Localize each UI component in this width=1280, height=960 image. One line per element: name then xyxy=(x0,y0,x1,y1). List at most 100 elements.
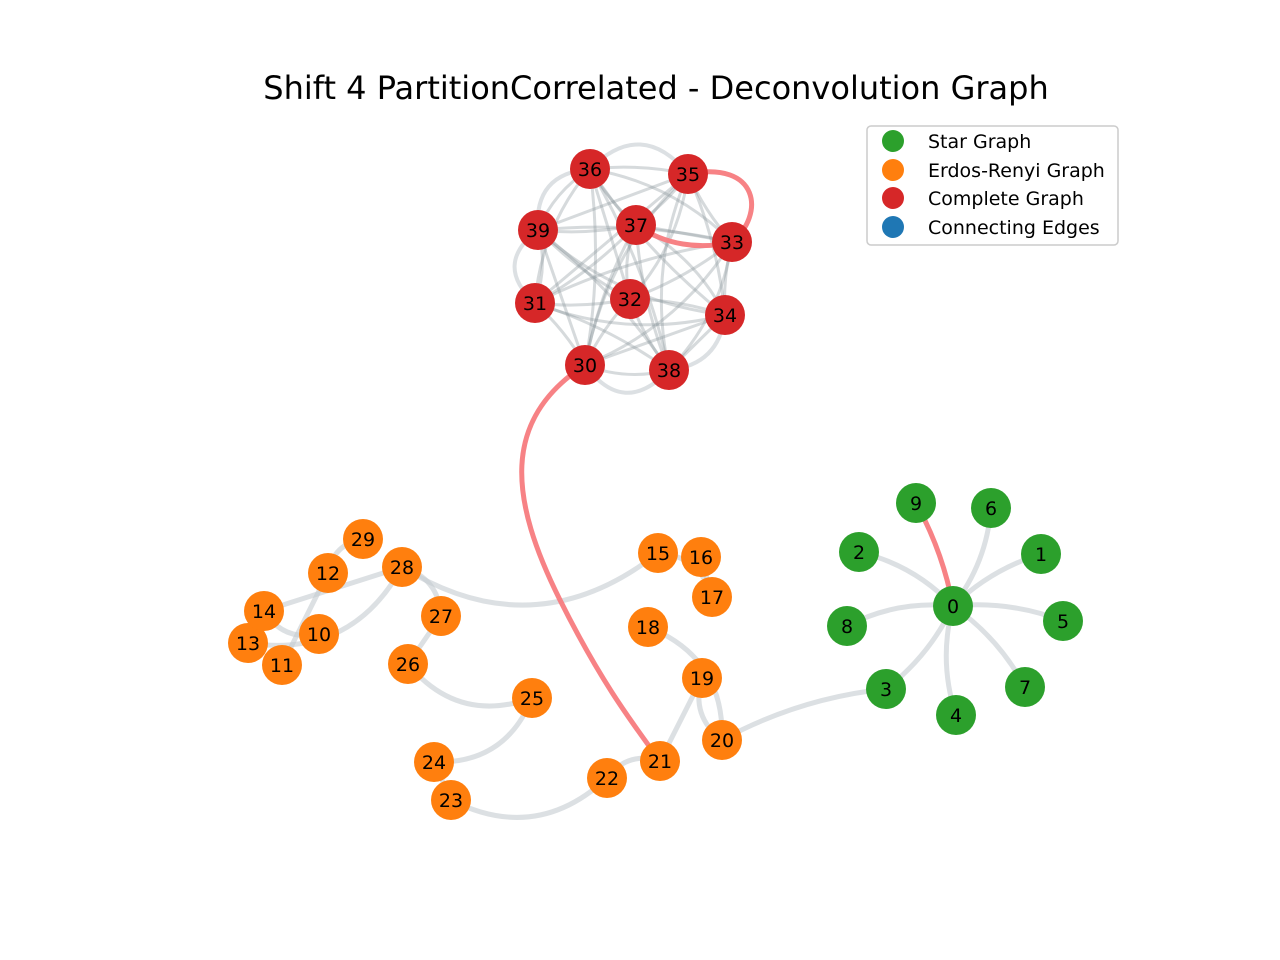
graph-node: 6 xyxy=(971,488,1011,528)
legend-marker-erdos xyxy=(882,159,904,181)
legend-marker-connecting xyxy=(882,216,904,238)
legend-entry-star: Star Graph xyxy=(882,130,1031,153)
edge-complete xyxy=(588,167,671,372)
legend-frame xyxy=(866,125,1119,246)
graph-node: 21 xyxy=(640,741,680,781)
node-marker xyxy=(866,669,906,709)
node-label: 7 xyxy=(1019,677,1031,699)
graph-node: 38 xyxy=(649,350,689,390)
node-label: 29 xyxy=(351,529,375,551)
node-marker xyxy=(421,596,461,636)
node-label: 16 xyxy=(689,547,713,569)
node-marker xyxy=(827,606,867,646)
node-marker xyxy=(1005,667,1045,707)
node-label: 32 xyxy=(618,289,642,311)
graph-node: 3 xyxy=(866,669,906,709)
node-label: 35 xyxy=(676,164,700,186)
graph-node: 37 xyxy=(616,205,656,245)
node-marker xyxy=(610,279,650,319)
node-label: 26 xyxy=(396,654,420,676)
graph-node: 23 xyxy=(431,780,471,820)
edge-complete xyxy=(659,172,690,372)
node-marker xyxy=(1021,534,1061,574)
graph-node: 35 xyxy=(668,154,708,194)
graph-node: 14 xyxy=(244,591,284,631)
node-marker xyxy=(587,758,627,798)
node-label: 14 xyxy=(252,601,276,623)
node-marker xyxy=(388,644,428,684)
graph-node: 15 xyxy=(638,533,678,573)
node-label: 19 xyxy=(690,668,714,690)
graph-node: 22 xyxy=(587,758,627,798)
node-label: 11 xyxy=(270,655,294,677)
node-label: 36 xyxy=(578,159,602,181)
edge-complete xyxy=(583,167,598,367)
node-marker xyxy=(702,720,742,760)
node-label: 23 xyxy=(439,790,463,812)
edge-erdos xyxy=(399,550,661,608)
node-label: 25 xyxy=(520,688,544,710)
graph-node: 4 xyxy=(936,695,976,735)
node-marker xyxy=(839,532,879,572)
graph-node: 11 xyxy=(262,645,302,685)
node-marker xyxy=(971,488,1011,528)
edge-erdos xyxy=(448,775,610,820)
legend-marker-complete xyxy=(882,187,904,209)
graph-node: 29 xyxy=(343,519,383,559)
node-marker xyxy=(712,222,752,262)
node-marker xyxy=(299,614,339,654)
legend-label-erdos: Erdos-Renyi Graph xyxy=(928,160,1105,182)
node-marker xyxy=(692,577,732,617)
graph-node: 1 xyxy=(1021,534,1061,574)
legend-label-complete: Complete Graph xyxy=(928,188,1084,210)
graph-node: 7 xyxy=(1005,667,1045,707)
graph-node: 26 xyxy=(388,644,428,684)
node-marker xyxy=(512,678,552,718)
graph-node: 33 xyxy=(712,222,752,262)
node-label: 38 xyxy=(657,360,681,382)
graph-node: 18 xyxy=(628,607,668,647)
node-marker xyxy=(343,519,383,559)
node-label: 13 xyxy=(236,633,260,655)
node-label: 30 xyxy=(573,355,597,377)
node-marker xyxy=(518,210,558,250)
graph-node: 12 xyxy=(308,553,348,593)
node-label: 6 xyxy=(985,498,997,520)
node-marker xyxy=(640,741,680,781)
graph-node: 25 xyxy=(512,678,552,718)
node-marker xyxy=(682,658,722,698)
legend-entry-erdos: Erdos-Renyi Graph xyxy=(882,159,1105,182)
graph-node: 5 xyxy=(1043,601,1083,641)
node-label: 0 xyxy=(947,596,959,618)
graph-node: 10 xyxy=(299,614,339,654)
node-label: 24 xyxy=(422,752,446,774)
graph-node: 16 xyxy=(681,537,721,577)
node-marker xyxy=(515,283,555,323)
edge-complete xyxy=(533,301,727,327)
node-marker xyxy=(616,205,656,245)
node-marker xyxy=(570,149,610,189)
node-marker xyxy=(936,695,976,735)
edge-connecting xyxy=(719,686,889,743)
graph-node: 8 xyxy=(827,606,867,646)
graph-node: 2 xyxy=(839,532,879,572)
node-label: 1 xyxy=(1035,544,1047,566)
graph-node: 17 xyxy=(692,577,732,617)
node-label: 2 xyxy=(853,542,865,564)
node-marker xyxy=(262,645,302,685)
graph-node: 19 xyxy=(682,658,722,698)
node-label: 39 xyxy=(526,220,550,242)
graph-node: 36 xyxy=(570,149,610,189)
graph-node: 32 xyxy=(610,279,650,319)
node-marker xyxy=(649,350,689,390)
node-label: 8 xyxy=(841,616,853,638)
edge-complete xyxy=(588,167,727,317)
edge-complete xyxy=(583,240,734,367)
graph-node: 0 xyxy=(933,586,973,626)
node-marker xyxy=(414,742,454,782)
node-label: 18 xyxy=(636,617,660,639)
node-label: 3 xyxy=(880,679,892,701)
node-label: 28 xyxy=(390,557,414,579)
legend-marker-star xyxy=(882,130,904,152)
